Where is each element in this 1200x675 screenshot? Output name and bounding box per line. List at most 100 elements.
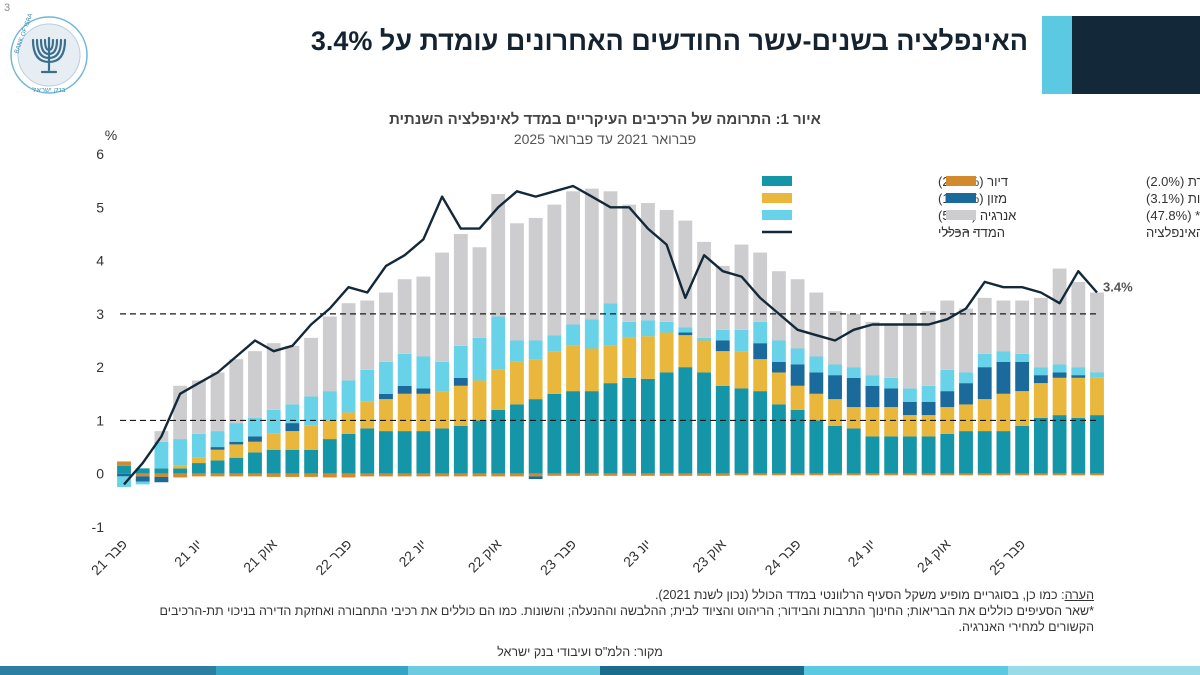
footer-segment <box>600 666 804 675</box>
bar-housing <box>154 468 169 474</box>
bar-fruitveg <box>453 377 468 386</box>
bar-communication <box>715 473 730 476</box>
bar-fruitveg <box>940 391 955 408</box>
bar-food <box>790 385 805 410</box>
x-axis: פבר 21 יונ 21 אוק 21 פבר 22 יונ 22 אוק 22 פבר … <box>88 536 1028 578</box>
bar-communication <box>865 473 880 476</box>
bar-other <box>229 359 244 424</box>
source-note: מקור: הלמ"ס ועיבודי בנק ישראל <box>497 645 663 659</box>
bar-housing <box>697 372 711 474</box>
y-tick-label: 2 <box>96 359 104 375</box>
bar-housing <box>566 391 581 474</box>
legend-swatch-energy <box>762 210 792 220</box>
bar-fruitveg <box>154 476 169 483</box>
note-label: הערה <box>1064 588 1094 602</box>
bar-housing <box>584 391 599 474</box>
reference-lines <box>120 313 1099 422</box>
legend-swatch-housing <box>762 176 792 186</box>
bar-communication <box>416 473 431 477</box>
bar-housing <box>285 449 300 474</box>
y-tick-label: 4 <box>96 253 104 269</box>
bar-communication <box>566 473 581 476</box>
footer-segment <box>804 666 1008 675</box>
bar-housing <box>622 377 637 474</box>
bar-food <box>865 407 880 437</box>
cpi-line <box>123 184 1098 486</box>
bar-energy <box>809 356 824 373</box>
bar-other <box>996 300 1011 352</box>
legend-swatch-food <box>762 193 792 203</box>
bar-food <box>322 420 337 440</box>
bar-fruitveg <box>135 476 150 482</box>
bar-food <box>547 351 562 394</box>
bar-food <box>360 401 375 429</box>
bar-food <box>191 457 206 464</box>
bar-energy <box>322 391 337 421</box>
bar-food <box>491 369 506 410</box>
bar-fruitveg <box>865 385 880 408</box>
bar-energy <box>341 380 356 413</box>
bar-communication <box>790 473 805 476</box>
bar-communication <box>622 473 637 476</box>
bar-other <box>846 313 861 368</box>
bar-fruitveg <box>1033 375 1048 384</box>
bar-fruitveg <box>921 401 936 416</box>
bar-energy <box>304 396 319 426</box>
bar-energy <box>191 433 206 458</box>
bar-food <box>341 412 356 434</box>
bars-layer <box>117 188 1104 488</box>
bar-other <box>715 265 730 330</box>
bar-food <box>828 399 842 426</box>
bar-communication <box>1052 473 1067 476</box>
bar-housing <box>640 378 655 474</box>
bar-fruitveg <box>678 332 693 336</box>
bar-energy <box>977 353 992 368</box>
bar-food <box>435 391 450 429</box>
bar-energy <box>248 417 262 437</box>
bar-other <box>547 204 562 336</box>
bar-food <box>472 380 487 421</box>
bar-food <box>566 345 581 392</box>
y-tick-label: 6 <box>96 146 104 162</box>
bar-energy <box>940 369 955 392</box>
bar-energy <box>622 321 637 338</box>
bar-other <box>566 191 581 325</box>
bar-fruitveg <box>117 473 131 477</box>
bar-food <box>453 385 468 426</box>
bar-fruitveg <box>1052 372 1067 378</box>
chart-title: איור 1: התרומה של הרכיבים העיקריים במדד … <box>389 111 821 128</box>
bar-food <box>510 361 524 405</box>
y-tick-label: 5 <box>96 199 104 215</box>
y-axis-unit: % <box>105 127 117 143</box>
legend-label-target: יעד האינפלציה <box>1146 225 1200 240</box>
bar-housing <box>379 431 393 474</box>
bar-housing <box>715 385 730 474</box>
bar-fruitveg <box>771 361 786 373</box>
bar-communication <box>771 473 786 476</box>
y-tick-label: 0 <box>96 466 104 482</box>
bar-communication <box>603 473 618 476</box>
bar-housing <box>360 428 375 474</box>
bar-energy <box>210 431 225 448</box>
y-tick-label: 1 <box>96 412 104 428</box>
bar-housing <box>1090 415 1104 474</box>
bar-communication <box>117 461 131 466</box>
bar-fruitveg <box>902 401 917 416</box>
y-axis: -1 0 1 2 3 4 5 6 <box>92 146 105 535</box>
bar-energy <box>453 345 468 378</box>
bar-energy <box>510 340 524 362</box>
legend-swatch-other <box>946 210 976 220</box>
footer-color-bar <box>0 666 1200 675</box>
bar-food <box>884 407 899 437</box>
legend-label-other: שאר הסעיפים* (47.8%) <box>1146 208 1200 223</box>
bar-communication <box>304 473 319 477</box>
bar-housing <box>397 431 412 474</box>
legend-swatch-fruitveg <box>946 193 976 203</box>
bar-communication <box>996 473 1011 476</box>
x-tick-label: פבר 25 <box>986 536 1028 578</box>
bar-food <box>1015 391 1030 426</box>
bar-energy <box>678 327 693 333</box>
bar-other <box>603 191 618 304</box>
bar-housing <box>266 449 281 474</box>
bar-housing <box>491 409 506 474</box>
